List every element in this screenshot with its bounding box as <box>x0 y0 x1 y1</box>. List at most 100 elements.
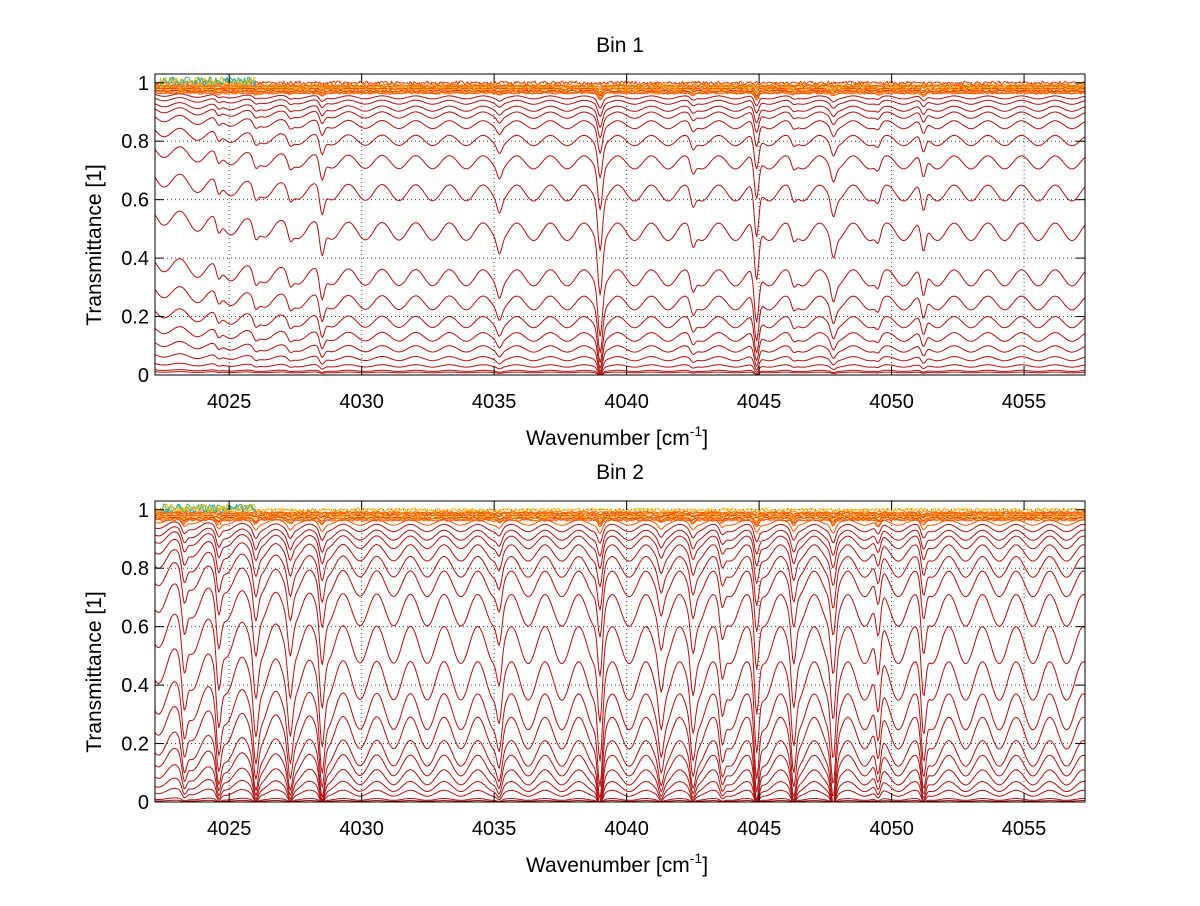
x-tick-label: 4055 <box>1002 391 1047 413</box>
transmittance-curve <box>155 114 1085 154</box>
axes-frame <box>154 500 1086 803</box>
y-axis-label: Transmittance [1] <box>83 164 106 325</box>
tick-marks <box>155 501 1085 803</box>
grid-lines <box>155 74 1085 376</box>
transmittance-curve <box>155 362 1085 375</box>
series-lines <box>155 76 1085 375</box>
transmittance-curve <box>155 797 1085 802</box>
transmittance-curve <box>155 84 1085 89</box>
transmittance-curve <box>155 210 1085 296</box>
x-axis-label: Wavenumber [cm-1] <box>526 850 708 877</box>
y-tick-labels: 0 0.2 0.4 0.6 0.8 1 <box>121 73 149 387</box>
x-tick-label: 4035 <box>472 391 517 413</box>
chart-title: Bin 1 <box>596 34 644 57</box>
x-axis-label-text: Wavenumber [cm <box>526 854 690 877</box>
x-axis-label: Wavenumber [cm-1] <box>526 423 708 450</box>
transmittance-curve <box>155 286 1085 354</box>
y-tick-label: 0.8 <box>121 558 149 580</box>
transmittance-curve <box>155 531 1085 570</box>
transmittance-curve <box>155 549 1085 611</box>
transmittance-curve <box>155 513 1085 518</box>
x-tick-label: 4045 <box>737 818 782 840</box>
x-tick-label: 4025 <box>207 818 252 840</box>
transmittance-curve <box>155 515 1085 522</box>
x-tick-label: 4050 <box>869 391 914 413</box>
transmittance-curve <box>155 787 1085 802</box>
transmittance-curve <box>155 583 1085 677</box>
x-tick-labels: 4025 4030 4035 4040 4045 4050 4055 <box>207 818 1046 840</box>
transmittance-curve <box>155 102 1085 128</box>
transmittance-curve <box>155 764 1085 802</box>
x-tick-label: 4055 <box>1002 818 1047 840</box>
chart-panel-bin-2: Bin 2 4025 4030 4035 4040 4045 4050 4055 00.20… <box>83 461 1086 877</box>
x-axis-label-end: ] <box>702 854 708 877</box>
x-tick-label: 4025 <box>207 391 252 413</box>
transmittance-curve <box>155 538 1085 588</box>
transmittance-curve <box>155 648 1085 762</box>
chart-panel-bin-1: Bin 1 4025 4030 4035 4040 4045 4050 4055 00.20… <box>83 34 1086 450</box>
y-tick-label: 1 <box>138 500 149 522</box>
transmittance-curve <box>155 326 1085 369</box>
y-tick-label: 0 <box>138 792 149 814</box>
transmittance-curve <box>155 146 1085 211</box>
transmittance-curve <box>159 76 256 86</box>
transmittance-curve <box>155 97 1085 118</box>
transmittance-curve <box>155 258 1085 337</box>
chart-title: Bin 2 <box>596 461 644 484</box>
transmittance-curve <box>155 308 1085 364</box>
transmittance-curve <box>155 521 1085 544</box>
x-axis-label-sup: -1 <box>690 850 703 866</box>
y-tick-label: 0.6 <box>121 617 149 639</box>
transmittance-curve <box>160 503 257 514</box>
transmittance-curve <box>155 91 1085 101</box>
transmittance-curve <box>155 80 1085 85</box>
axes-frame <box>154 73 1086 376</box>
tick-marks <box>155 74 1085 376</box>
y-tick-label: 0.2 <box>121 307 149 329</box>
transmittance-curve <box>155 516 1085 524</box>
y-tick-label: 1 <box>138 73 149 95</box>
transmittance-curve <box>155 706 1085 800</box>
y-tick-label: 0.2 <box>121 734 149 756</box>
transmittance-curve <box>155 777 1085 802</box>
y-tick-label: 0.4 <box>121 675 149 697</box>
y-tick-label: 0.6 <box>121 190 149 212</box>
x-axis-label-sup: -1 <box>690 423 703 439</box>
transmittance-curve <box>155 510 1085 514</box>
x-tick-label: 4040 <box>604 818 649 840</box>
y-tick-labels: 0 0.2 0.4 0.6 0.8 1 <box>121 500 149 814</box>
transmittance-curve <box>155 526 1085 557</box>
y-tick-label: 0 <box>138 365 149 387</box>
transmittance-curve <box>155 173 1085 252</box>
x-tick-label: 4030 <box>339 391 384 413</box>
y-tick-label: 0.8 <box>121 131 149 153</box>
series-lines <box>155 503 1085 802</box>
transmittance-curve <box>155 88 1085 95</box>
transmittance-curve <box>155 341 1085 373</box>
transmittance-curve <box>155 127 1085 179</box>
transmittance-curve <box>155 518 1085 528</box>
transmittance-curve <box>155 369 1085 375</box>
transmittance-curve <box>155 747 1085 802</box>
x-axis-label-text: Wavenumber [cm <box>526 427 690 450</box>
transmittance-curve <box>155 86 1085 91</box>
x-tick-labels: 4025 4030 4035 4040 4045 4050 4055 <box>207 391 1046 413</box>
y-axis-label: Transmittance [1] <box>83 591 106 752</box>
x-tick-label: 4030 <box>339 818 384 840</box>
y-tick-label: 0.4 <box>121 248 149 270</box>
transmittance-curve <box>155 511 1085 516</box>
x-tick-label: 4035 <box>472 818 517 840</box>
x-tick-label: 4050 <box>869 818 914 840</box>
transmittance-curve <box>155 613 1085 723</box>
transmittance-curve <box>155 731 1085 802</box>
transmittance-curve <box>155 371 1085 375</box>
transmittance-curve <box>155 799 1085 802</box>
x-axis-label-end: ] <box>702 427 708 450</box>
transmittance-curve <box>155 514 1085 520</box>
transmittance-curve <box>155 107 1085 139</box>
transmittance-curve <box>155 353 1085 375</box>
x-tick-label: 4040 <box>604 391 649 413</box>
transmittance-curve <box>155 562 1085 638</box>
transmittance-curve <box>155 681 1085 788</box>
